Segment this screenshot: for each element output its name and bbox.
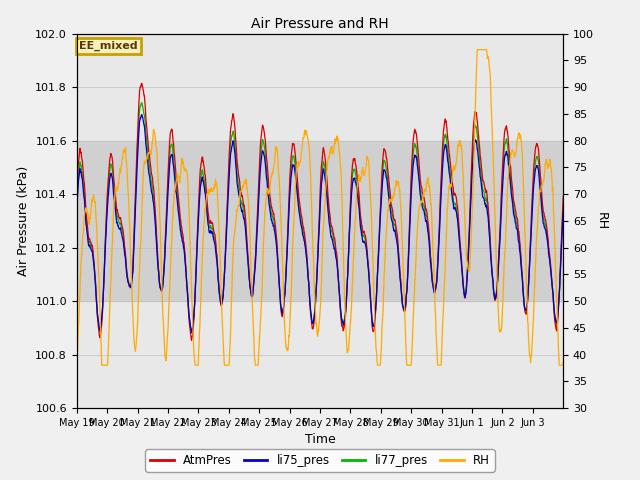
Y-axis label: RH: RH — [595, 212, 608, 230]
Bar — [77, 141, 563, 301]
Title: Air Pressure and RH: Air Pressure and RH — [251, 17, 389, 31]
Text: EE_mixed: EE_mixed — [79, 41, 138, 51]
X-axis label: Time: Time — [305, 433, 335, 446]
Y-axis label: Air Pressure (kPa): Air Pressure (kPa) — [17, 166, 30, 276]
Legend: AtmPres, li75_pres, li77_pres, RH: AtmPres, li75_pres, li77_pres, RH — [145, 449, 495, 472]
